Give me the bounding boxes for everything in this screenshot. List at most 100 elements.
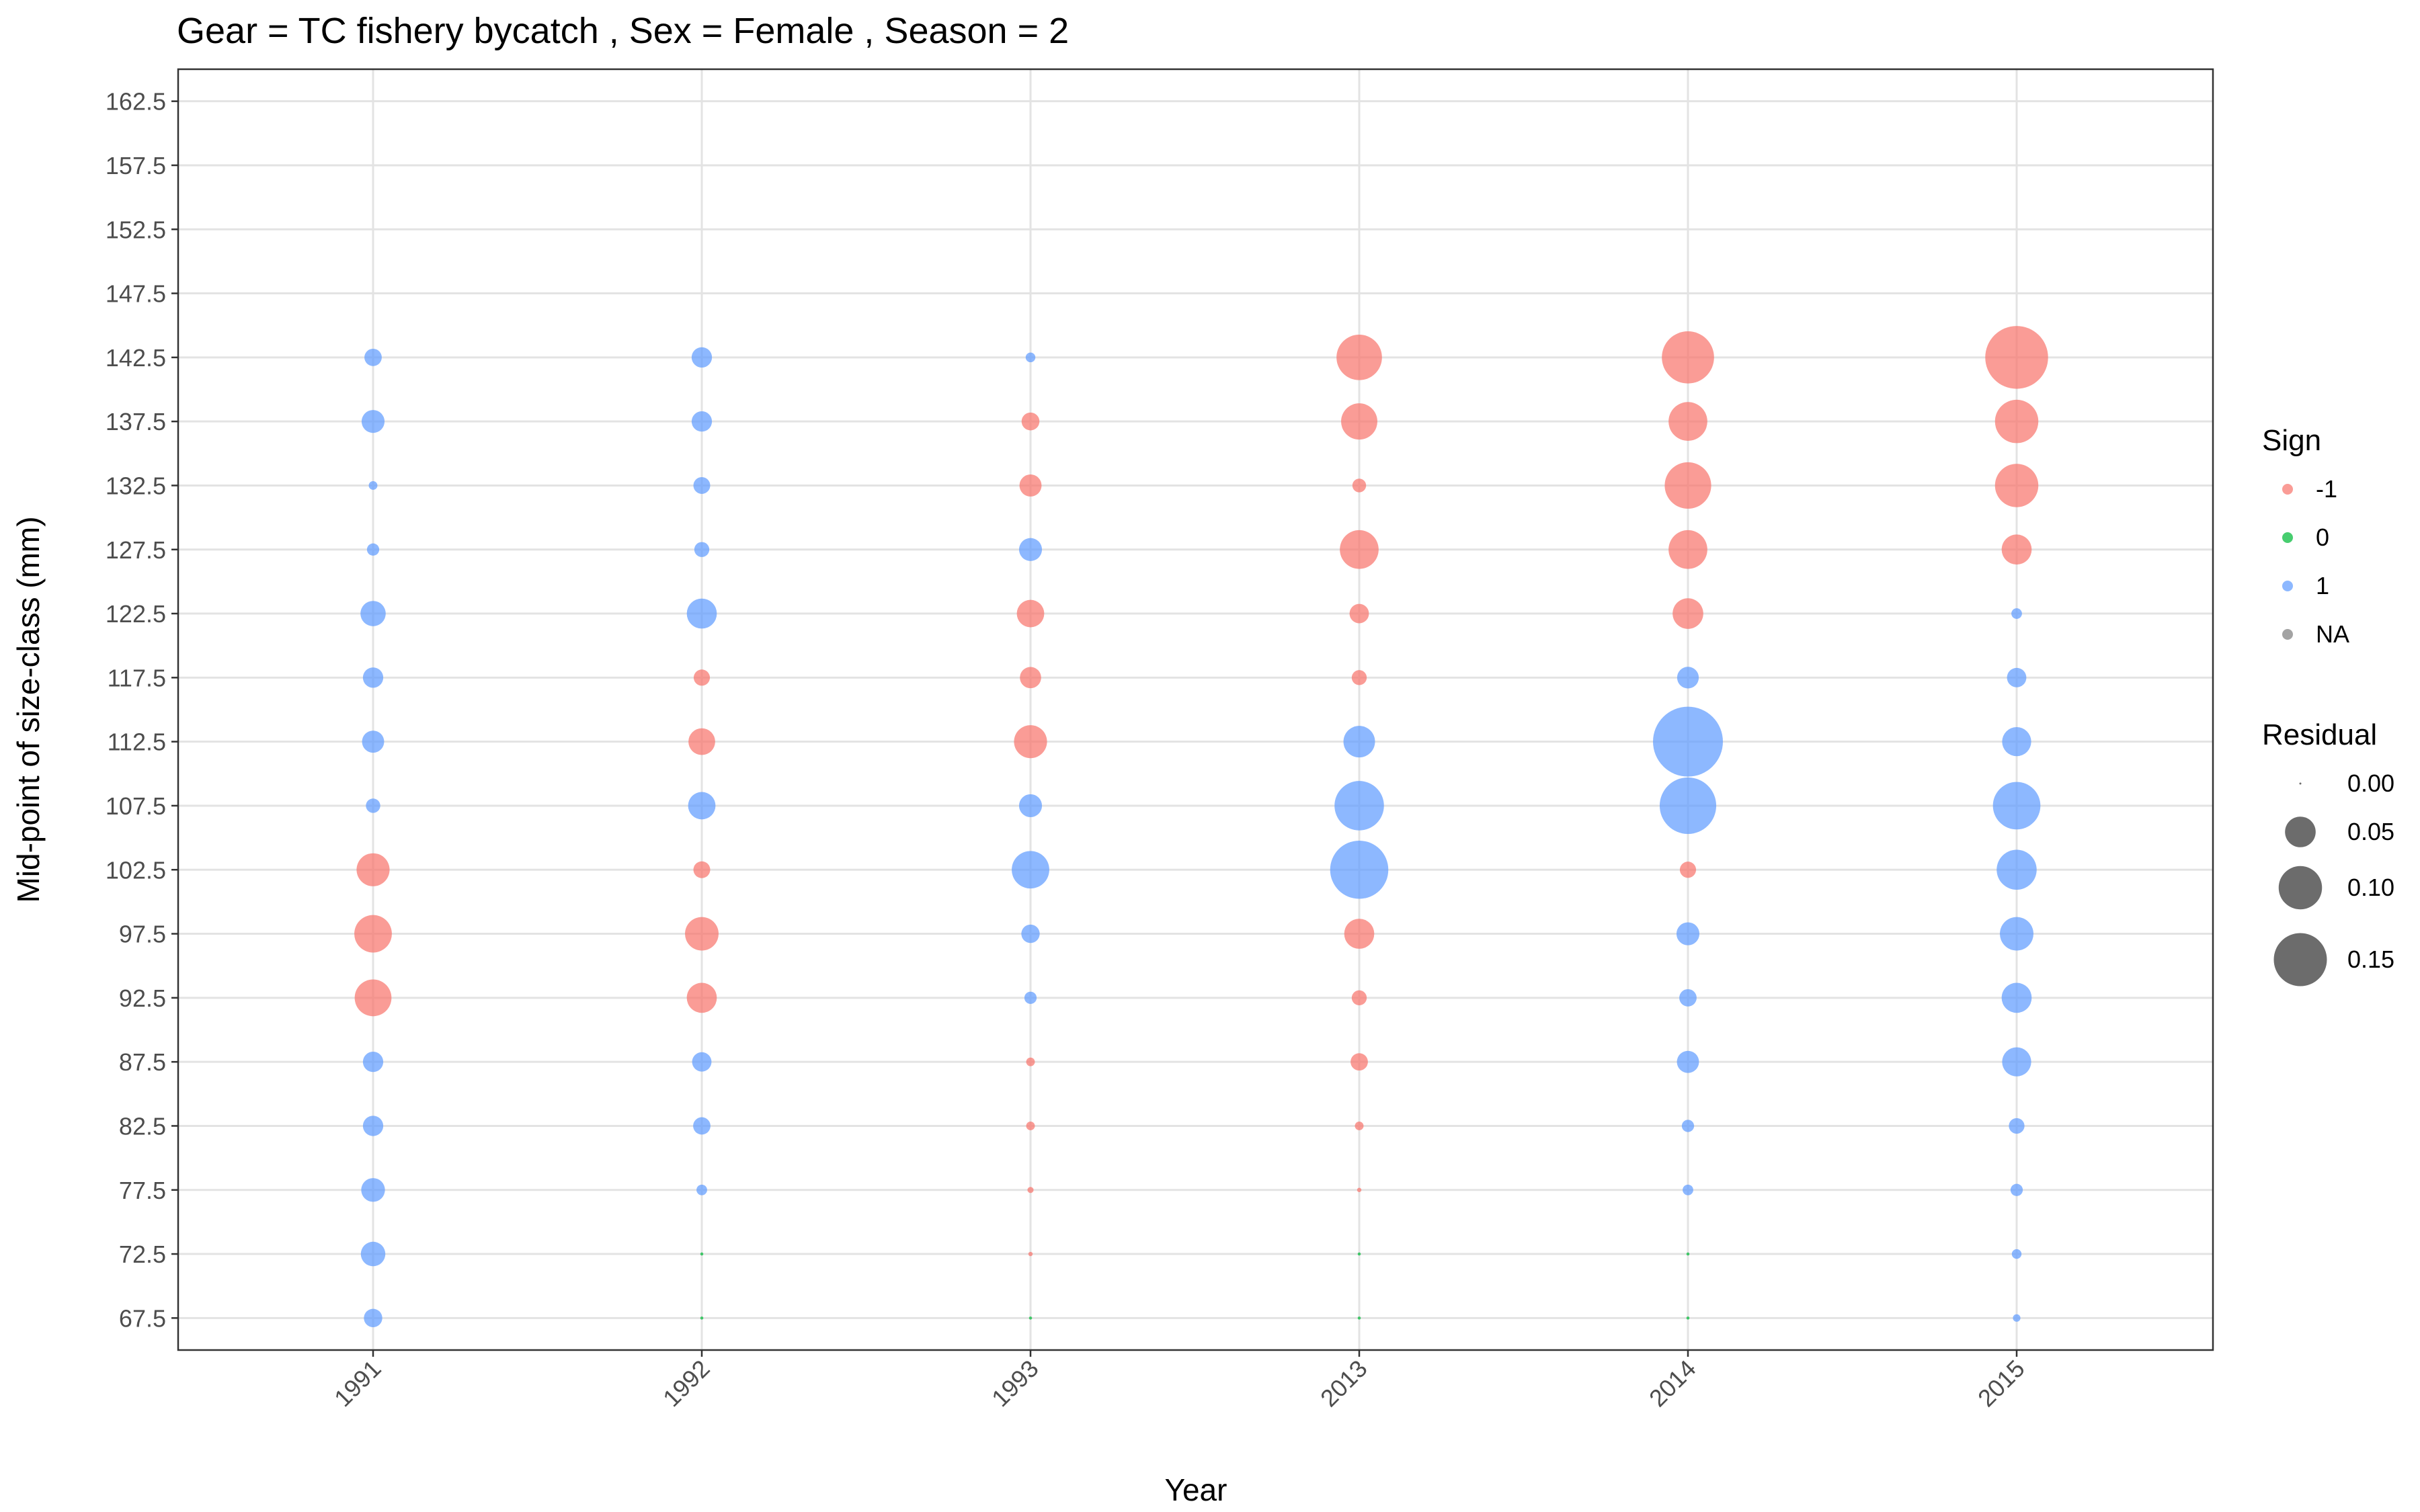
x-tick-label: 2015 [1972,1355,2030,1413]
residual-bubble [2001,982,2032,1013]
residual-bubble [1018,794,1043,818]
residual-bubble [1026,1122,1035,1130]
y-tick-label: 142.5 [106,344,166,372]
residual-bubble [1028,1316,1033,1320]
residual-bubble [1662,331,1714,384]
residual-bubble [2013,1314,2021,1322]
residual-bubble [1351,990,1367,1006]
residual-bubble [1014,725,1047,759]
residual-bubble [1679,862,1697,878]
y-tick-label: 122.5 [106,600,166,628]
residual-bubble [1330,840,1389,899]
x-tick-label: 1993 [986,1355,1044,1413]
residual-bubble [1344,919,1375,949]
residual-bubble [692,1052,712,1072]
residual-bubble [1985,326,2048,389]
residual-bubble [1677,667,1699,689]
residual-bubble [1350,1053,1368,1071]
residual-legend-label: 0.15 [2347,946,2394,973]
y-axis: 67.5 72.5 77.5 82.5 87.5 92.5 97.5 102.5 107.5 11… [106,88,178,1332]
residual-bubble [700,1316,704,1320]
y-tick-label: 102.5 [106,856,166,884]
residual-bubble [1016,599,1045,628]
residual-bubble [1683,1184,1693,1195]
sign-legend-label: 1 [2316,572,2329,599]
residual-legend-label: 0.10 [2347,874,2394,901]
residual-bubble [1018,538,1043,561]
y-tick-label: 87.5 [119,1048,166,1076]
y-tick-label: 77.5 [119,1177,166,1204]
residual-legend-key [2273,933,2327,986]
residual-bubble [691,347,713,368]
residual-bubble [1994,464,2039,507]
residual-bubble [1994,399,2039,444]
x-tick-label: 1991 [329,1355,387,1413]
residual-bubble [688,792,716,820]
residual-legend-title: Residual [2262,718,2377,751]
y-tick-label: 92.5 [119,984,166,1012]
residual-bubble [1681,1120,1695,1132]
residual-bubble [1672,598,1703,629]
y-tick-label: 82.5 [119,1112,166,1140]
residual-bubble [686,982,717,1013]
residual-bubble [1019,474,1042,497]
residual-bubble [693,476,711,494]
residual-bubble [1355,1122,1364,1130]
residual-bubble [1028,1251,1033,1257]
residual-bubble [356,853,390,886]
residual-bubble [1343,726,1375,758]
residual-bubble [1352,478,1367,493]
sign-legend-label: 0 [2316,523,2329,551]
bubble-layer [354,326,2048,1328]
sign-legend-key [2282,532,2293,543]
residual-bubble [1686,1252,1690,1256]
residual-bubble [1334,781,1384,831]
residual-bubble [2007,667,2027,687]
residual-bubble [1997,849,2037,890]
residual-bubble [2001,534,2032,565]
y-tick-label: 162.5 [106,88,166,116]
residual-bubble [354,915,392,953]
y-tick-label: 137.5 [106,408,166,435]
residual-bubble [693,669,711,686]
residual-legend-key [2278,866,2323,910]
residual-bubble [1659,777,1717,834]
residual-bubble [1021,924,1040,943]
residual-bubble [1349,603,1369,624]
x-tick-label: 2013 [1315,1355,1373,1413]
residual-bubble [2009,1118,2025,1134]
residual-legend-label: 0.00 [2347,769,2394,797]
y-gridlines [178,100,2213,1319]
residual-bubble [1027,1187,1034,1193]
residual-bubble [1679,989,1697,1007]
residual-bubble [1677,1050,1699,1073]
y-tick-label: 112.5 [108,728,166,756]
residual-bubble [1357,1316,1361,1320]
sign-legend: Sign -1 0 1 NA [2262,424,2349,648]
residual-bubble [700,1252,704,1256]
x-tick-label: 1992 [657,1355,715,1413]
residual-bubble [366,543,380,556]
y-tick-label: 67.5 [119,1304,166,1332]
chart-title: Gear = TC fishery bycatch , Sex = Female… [177,11,1069,51]
sign-legend-key [2282,629,2293,640]
residual-bubble [354,979,392,1017]
y-tick-label: 127.5 [106,536,166,564]
residual-bubble [362,1052,384,1073]
residual-bubble [1351,670,1367,685]
residual-bubble [693,1117,711,1135]
y-tick-label: 157.5 [106,152,166,179]
residual-bubble [1653,706,1723,777]
y-tick-label: 147.5 [106,280,166,308]
residual-bubble [2011,608,2022,619]
residual-bubble [2011,1249,2022,1259]
residual-bubble [1025,352,1036,363]
residual-bubble [361,410,385,433]
y-tick-label: 152.5 [106,216,166,243]
residual-bubble [1340,530,1379,569]
residual-bubble [360,1241,386,1267]
residual-bubble [1357,1252,1361,1256]
residual-bubble [364,1308,382,1328]
residual-bubble [1992,782,2041,830]
